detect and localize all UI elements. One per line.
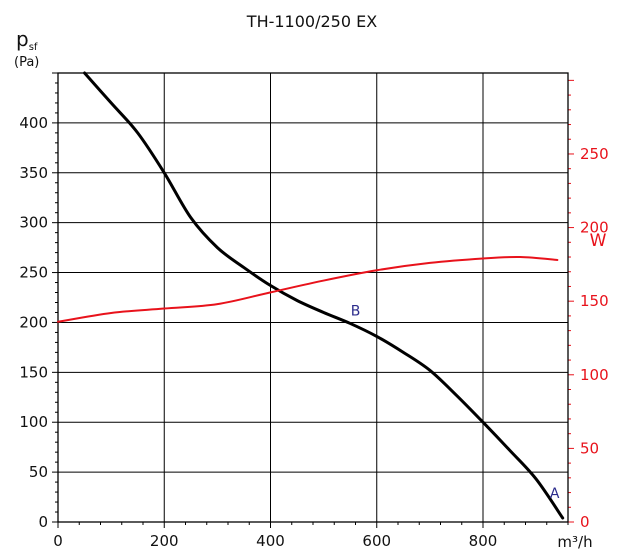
y-tick-label: 0: [38, 513, 48, 531]
y-tick-label: 300: [19, 214, 48, 232]
y-tick-label: 350: [19, 164, 48, 182]
chart-title: TH-1100/250 EX: [246, 12, 377, 31]
y2-tick-label: 100: [580, 366, 609, 384]
annotations: BA: [351, 303, 560, 502]
y2-axis-label: W: [590, 231, 607, 251]
y2-tick-label: 0: [580, 513, 590, 531]
x-tick-label: 0: [53, 532, 63, 550]
y-tick-label: 250: [19, 264, 48, 282]
tick-marks: [52, 72, 574, 528]
y2-tick-label: 200: [580, 219, 609, 237]
y-tick-label: 100: [19, 413, 48, 431]
power-curve: [57, 255, 559, 323]
x-tick-label: 600: [362, 532, 391, 550]
x-tick-label: 200: [150, 532, 179, 550]
x-axis-label: m³/h: [557, 533, 592, 551]
curve-point-label: A: [550, 486, 560, 502]
pressure-curve: [83, 71, 565, 520]
y-tick-label: 400: [19, 114, 48, 132]
y-tick-label: 50: [29, 463, 48, 481]
y2-tick-label: 250: [580, 145, 609, 163]
grid: [58, 73, 568, 522]
plot-frame: [57, 72, 569, 523]
y-axis-label-symbol: p: [16, 27, 29, 51]
curve-point-label: B: [351, 303, 361, 319]
y-axis-label-main: psf: [16, 27, 38, 53]
x-tick-label: 400: [256, 532, 285, 550]
y-axis-label: psf (Pa): [14, 27, 39, 70]
tick-labels: 0 50 100 150 200 250 300 350 400 0 200 400 600 800 0 50…: [19, 114, 608, 550]
y-axis-label-subscript: sf: [29, 42, 38, 53]
y-tick-label: 150: [19, 363, 48, 381]
y2-tick-label: 50: [580, 439, 599, 457]
y-tick-label: 200: [19, 313, 48, 331]
y2-tick-label: 150: [580, 292, 609, 310]
series-layer: [57, 71, 565, 520]
y-axis-label-unit: (Pa): [14, 55, 39, 70]
x-tick-label: 800: [469, 532, 498, 550]
